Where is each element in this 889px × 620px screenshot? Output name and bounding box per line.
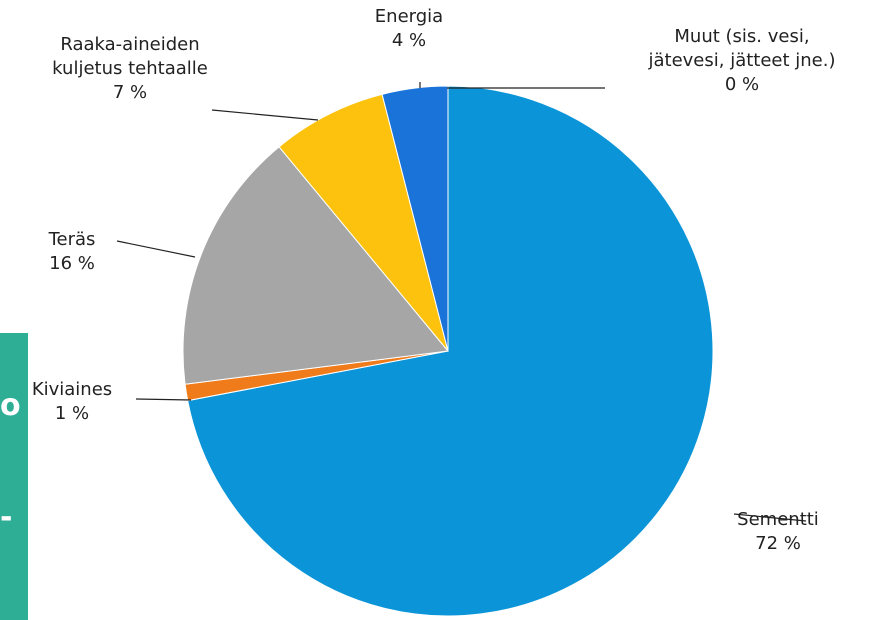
pie-slices xyxy=(182,85,714,617)
slice-label-teras: Teräs 16 % xyxy=(48,229,96,274)
leader-line-raaka-aineiden-kuljetus-tehtaalle xyxy=(211,109,319,121)
pie-slice-sementti xyxy=(187,85,714,617)
slice-label-energia: Energia 4 % xyxy=(375,6,443,51)
leader-line-kiviaines xyxy=(135,398,192,401)
slice-label-sementti: Sementti 72 % xyxy=(737,509,819,554)
leader-line-teras xyxy=(116,240,196,258)
side-panel: o - xyxy=(0,333,28,620)
slice-label-muut-sis-vesi-jatevesi-jatteet-jne: Muut (sis. vesi, jätevesi, jätteet jne.) 0… xyxy=(647,26,835,95)
slice-labels: Sementti 72 % Kiviaines 1 % Teräs 16 % Raaka-a… xyxy=(32,6,836,554)
pie-slice-energia xyxy=(381,85,449,352)
slice-label-kiviaines: Kiviaines 1 % xyxy=(32,379,112,424)
leader-line-sementti xyxy=(733,513,807,522)
slice-label-raaka-aineiden-kuljetus-tehtaalle: Raaka-aineiden kuljetus tehtaalle 7 % xyxy=(52,34,208,103)
pie-slice-raaka-aineiden-kuljetus-tehtaalle xyxy=(278,93,449,352)
leader-lines xyxy=(116,82,807,522)
side-panel-glyph: o xyxy=(0,388,21,423)
pie-slice-teras xyxy=(182,146,449,385)
side-panel-glyph: - xyxy=(0,500,13,535)
